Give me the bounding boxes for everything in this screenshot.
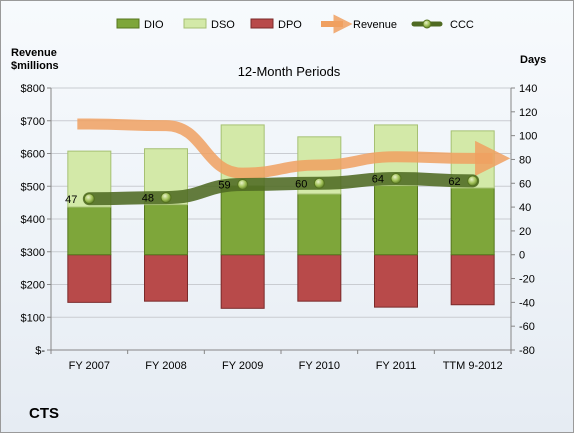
legend-label: Revenue: [353, 19, 397, 31]
dpo-bar: [297, 254, 342, 302]
x-tick-label: TTM 9-2012: [443, 360, 503, 372]
right-tick-label: -20: [519, 274, 535, 286]
left-tick-label: $300: [21, 247, 45, 259]
chart-title: 12-Month Periods: [238, 64, 341, 79]
y-left-title-line2: $millions: [11, 60, 59, 72]
dpo-bar: [450, 254, 495, 306]
ccc-line: [82, 172, 480, 206]
legend: DIO DSO DPO Revenue CCC: [116, 14, 474, 34]
dio-bar: [297, 193, 342, 256]
dio-bar: [450, 187, 495, 256]
ccc-data-label: 64: [372, 174, 384, 186]
left-tick-label: $-: [35, 345, 45, 357]
right-tick-label: 40: [519, 202, 531, 214]
legend-label: CCC: [450, 19, 474, 31]
x-tick-label: FY 2011: [376, 360, 417, 372]
legend-swatch: [183, 18, 207, 29]
legend-swatch: [250, 18, 274, 29]
legend-label: DPO: [278, 19, 302, 31]
legend-swatch: [116, 18, 140, 29]
ccc-data-label: 60: [295, 178, 307, 190]
right-tick-label: 80: [519, 154, 531, 166]
ccc-point: [160, 192, 172, 204]
right-tick-label: -80: [519, 345, 535, 357]
left-tick-label: $200: [21, 280, 45, 292]
left-tick-label: $100: [21, 312, 45, 324]
dpo-bar: [67, 254, 112, 303]
left-tick-label: $500: [21, 181, 45, 193]
revenue-line: [77, 118, 511, 179]
right-tick-label: -60: [519, 321, 535, 333]
left-tick-label: $600: [21, 149, 45, 161]
right-tick-label: -40: [519, 297, 535, 309]
ccc-point: [313, 177, 325, 189]
right-tick-label: 100: [519, 131, 537, 143]
dio-bar: [220, 185, 265, 256]
right-tick-label: 0: [519, 250, 525, 262]
dio-bar: [67, 206, 112, 256]
left-tick-label: $400: [21, 214, 45, 226]
x-tick-label: FY 2008: [145, 360, 186, 372]
right-tick-label: 60: [519, 178, 531, 190]
ccc-point: [83, 193, 95, 205]
dpo-bar: [144, 254, 188, 302]
right-tick-label: 140: [519, 83, 537, 95]
ccc-data-label: 62: [448, 176, 460, 188]
dpo-bar: [220, 254, 265, 309]
legend-label: DSO: [211, 19, 235, 31]
left-tick-label: $800: [21, 83, 45, 95]
y-right-title: Days: [520, 54, 546, 66]
company-label: CTS: [29, 405, 59, 422]
x-tick-label: FY 2010: [299, 360, 340, 372]
right-tick-label: 120: [519, 107, 537, 119]
axes: $- $100 $200 $300 $400 $500 $600 $700 $800 -80 -60…: [21, 83, 538, 372]
line-series: 47 48 59 60 64 62: [65, 118, 511, 206]
legend-label: DIO: [144, 19, 164, 31]
right-tick-label: 20: [519, 226, 531, 238]
legend-marker: [422, 19, 432, 29]
ccc-data-label: 48: [142, 193, 154, 205]
x-tick-label: FY 2009: [222, 360, 263, 372]
ccc-data-label: 47: [65, 194, 77, 206]
ccc-point: [467, 175, 479, 187]
left-tick-label: $700: [21, 116, 45, 128]
dio-bar: [374, 185, 418, 256]
ccc-point: [390, 173, 402, 185]
dio-bar: [144, 204, 188, 256]
y-left-title-line1: Revenue: [11, 47, 57, 59]
dpo-bar: [374, 254, 418, 308]
ccc-data-label: 59: [218, 179, 230, 191]
ccc-point: [237, 178, 249, 190]
x-tick-label: FY 2007: [69, 360, 110, 372]
